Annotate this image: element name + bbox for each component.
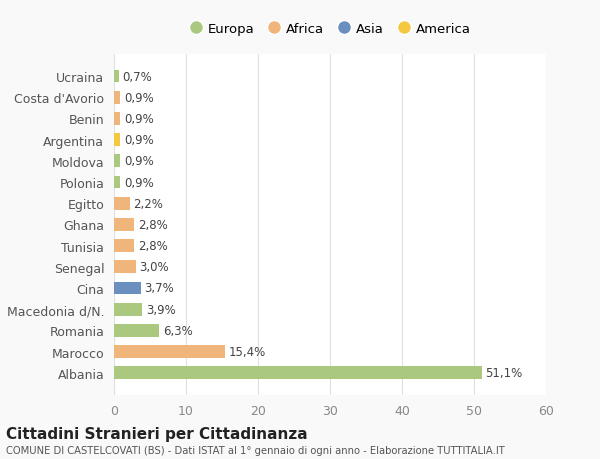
Text: 3,0%: 3,0% [139,261,169,274]
Legend: Europa, Africa, Asia, America: Europa, Africa, Asia, America [184,17,476,41]
Bar [114,176,121,189]
Bar [114,282,140,295]
Bar [114,240,134,252]
Bar [114,367,482,379]
Bar [114,218,134,231]
Bar [114,303,142,316]
Text: 0,9%: 0,9% [124,176,154,189]
Text: 51,1%: 51,1% [485,366,523,380]
Bar [114,134,121,147]
Bar [114,71,119,83]
Text: Cittadini Stranieri per Cittadinanza: Cittadini Stranieri per Cittadinanza [6,426,308,442]
Text: COMUNE DI CASTELCOVATI (BS) - Dati ISTAT al 1° gennaio di ogni anno - Elaborazio: COMUNE DI CASTELCOVATI (BS) - Dati ISTAT… [6,446,505,455]
Text: 0,9%: 0,9% [124,91,154,105]
Bar [114,261,136,274]
Bar [114,113,121,125]
Text: 3,7%: 3,7% [144,282,174,295]
Text: 0,7%: 0,7% [122,70,152,84]
Bar [114,155,121,168]
Bar [114,92,121,104]
Text: 0,9%: 0,9% [124,112,154,126]
Bar [114,197,130,210]
Text: 15,4%: 15,4% [229,345,266,358]
Text: 2,2%: 2,2% [133,197,163,210]
Text: 2,8%: 2,8% [138,218,167,231]
Text: 0,9%: 0,9% [124,155,154,168]
Text: 6,3%: 6,3% [163,324,193,337]
Text: 2,8%: 2,8% [138,240,167,252]
Text: 3,9%: 3,9% [146,303,175,316]
Bar [114,325,160,337]
Text: 0,9%: 0,9% [124,134,154,147]
Bar [114,346,225,358]
